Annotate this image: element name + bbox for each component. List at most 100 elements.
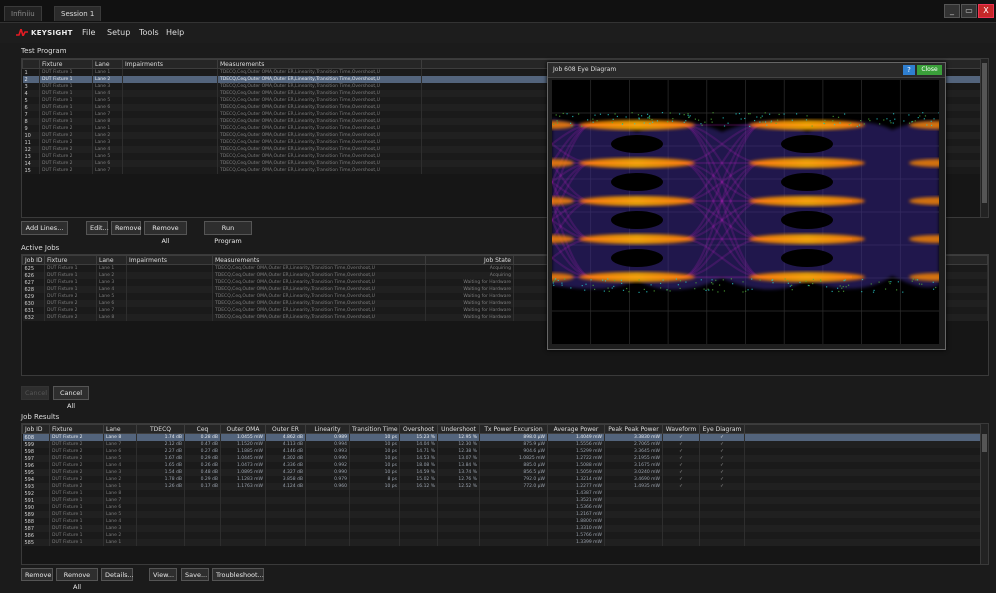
cell-value[interactable]: ✓	[662, 469, 700, 476]
troubleshoot-button[interactable]: Troubleshoot...	[212, 568, 264, 581]
col-undershoot[interactable]: Undershoot	[437, 424, 480, 434]
cell-value[interactable]	[699, 532, 745, 539]
table-row[interactable]: 599 DUT Fixture 2 Lane 7 2.12 dB 0.47 dB 1.15…	[22, 441, 988, 448]
cell-value[interactable]	[662, 490, 700, 497]
remove-all-lines-button[interactable]: Remove All	[144, 221, 187, 245]
col-impairments[interactable]: Impairments	[126, 255, 213, 265]
col-job-id[interactable]: Job ID	[22, 255, 45, 265]
col-fixture[interactable]: Fixture	[39, 59, 93, 69]
menu-tools[interactable]: Tools	[139, 28, 159, 37]
col-lane[interactable]: Lane	[96, 255, 127, 265]
scroll-thumb[interactable]	[982, 434, 987, 452]
table-row[interactable]: 595 DUT Fixture 2 Lane 3 1.54 dB 0.48 dB 1.08…	[22, 469, 988, 476]
menu-file[interactable]: File	[82, 28, 96, 37]
close-icon[interactable]: X	[978, 4, 994, 18]
cell-value[interactable]	[662, 532, 700, 539]
col-peak-peak-power[interactable]: Peak Peak Power	[604, 424, 663, 434]
col-job-state[interactable]: Job State	[425, 255, 514, 265]
cancel-job-button[interactable]: Cancel	[21, 386, 49, 400]
table-row[interactable]: 588 DUT Fixture 1 Lane 4 1.8800 mW	[22, 518, 988, 525]
remove-result-button[interactable]: Remove	[21, 568, 53, 581]
eye-diagram-titlebar[interactable]: Job 608 Eye Diagram ? Close	[548, 63, 945, 78]
cell-value[interactable]: ✓	[699, 455, 745, 462]
edit-button[interactable]: Edit...	[86, 221, 109, 235]
table-row[interactable]: 587 DUT Fixture 1 Lane 3 1.3310 mW	[22, 525, 988, 532]
col-outer-er[interactable]: Outer ER	[265, 424, 306, 434]
cell-value[interactable]: ✓	[699, 441, 745, 448]
cell-value[interactable]: ✓	[699, 448, 745, 455]
cell-value[interactable]: ✓	[662, 455, 700, 462]
cell-value[interactable]	[699, 539, 745, 546]
col-tx-power-excursion[interactable]: Tx Power Excursion	[479, 424, 548, 434]
cell-value[interactable]	[699, 504, 745, 511]
col-tdecq[interactable]: TDECQ	[136, 424, 185, 434]
table-row[interactable]: 590 DUT Fixture 1 Lane 6 1.5366 mW	[22, 504, 988, 511]
cell-value[interactable]: ✓	[662, 441, 700, 448]
cell-value[interactable]	[699, 511, 745, 518]
cell-value[interactable]: ✓	[699, 476, 745, 483]
col-lane[interactable]: Lane	[92, 59, 123, 69]
test-program-scrollbar[interactable]	[980, 59, 988, 217]
cell-value[interactable]: ✓	[662, 462, 700, 469]
minimize-icon[interactable]: _	[944, 4, 960, 18]
col-measurements[interactable]: Measurements	[217, 59, 422, 69]
col-lane[interactable]: Lane	[103, 424, 137, 434]
cancel-all-button[interactable]: Cancel All	[53, 386, 89, 410]
cell-value[interactable]	[699, 518, 745, 525]
cell-value[interactable]	[662, 518, 700, 525]
table-row[interactable]: 597 DUT Fixture 2 Lane 5 1.67 dB 0.29 dB 1.04…	[22, 455, 988, 462]
col-fixture[interactable]: Fixture	[49, 424, 104, 434]
add-lines-button[interactable]: Add Lines...	[21, 221, 68, 235]
table-row[interactable]: 596 DUT Fixture 2 Lane 4 1.65 dB 0.26 dB 1.04…	[22, 462, 988, 469]
run-program-button[interactable]: Run Program	[204, 221, 252, 245]
col-average-power[interactable]: Average Power	[547, 424, 605, 434]
col-transition-time[interactable]: Transition Time	[349, 424, 400, 434]
help-icon[interactable]: ?	[903, 65, 915, 75]
close-eye-button[interactable]: Close	[917, 65, 942, 75]
remove-program-line-button[interactable]: Remove	[111, 221, 141, 235]
table-row[interactable]: 594 DUT Fixture 2 Lane 2 1.78 dB 0.29 dB 1.12…	[22, 476, 988, 483]
table-row[interactable]: 598 DUT Fixture 2 Lane 6 2.27 dB 0.27 dB 1.18…	[22, 448, 988, 455]
table-row[interactable]: 592 DUT Fixture 1 Lane 8 1.4387 mW	[22, 490, 988, 497]
col-waveform[interactable]: Waveform	[662, 424, 700, 434]
tab-infiniium[interactable]: Infiniiu	[4, 6, 42, 21]
cell-value[interactable]: ✓	[699, 433, 745, 441]
table-row[interactable]: 589 DUT Fixture 1 Lane 5 1.2167 mW	[22, 511, 988, 518]
col-index[interactable]	[22, 59, 40, 69]
details-button[interactable]: Details...	[101, 568, 134, 581]
col-job-id[interactable]: Job ID	[22, 424, 50, 434]
restore-icon[interactable]: ▭	[961, 4, 977, 18]
cell-value[interactable]	[662, 497, 700, 504]
cell-value[interactable]: ✓	[699, 483, 745, 490]
table-row[interactable]: 591 DUT Fixture 1 Lane 7 1.3521 mW	[22, 497, 988, 504]
table-row[interactable]: 586 DUT Fixture 1 Lane 2 1.5766 mW	[22, 532, 988, 539]
col-ceq[interactable]: Ceq	[184, 424, 221, 434]
cell-value[interactable]	[662, 504, 700, 511]
cell-value[interactable]: ✓	[699, 462, 745, 469]
col-eye-diagram[interactable]: Eye Diagram	[699, 424, 745, 434]
table-row[interactable]: 585 DUT Fixture 1 Lane 1 1.3399 mW	[22, 539, 988, 546]
cell-value[interactable]	[662, 511, 700, 518]
save-button[interactable]: Save...	[181, 568, 209, 581]
cell-value[interactable]: ✓	[662, 476, 700, 483]
menu-setup[interactable]: Setup	[107, 28, 131, 37]
col-overshoot[interactable]: Overshoot	[399, 424, 438, 434]
cell-value[interactable]	[662, 525, 700, 532]
job-results-scrollbar[interactable]	[980, 424, 988, 564]
menu-help[interactable]: Help	[166, 28, 185, 37]
col-measurements[interactable]: Measurements	[212, 255, 426, 265]
scroll-thumb[interactable]	[982, 63, 987, 203]
cell-value[interactable]: ✓	[662, 448, 700, 455]
col-fixture[interactable]: Fixture	[44, 255, 97, 265]
col-impairments[interactable]: Impairments	[122, 59, 218, 69]
cell-value[interactable]	[699, 525, 745, 532]
eye-diagram-window[interactable]: Job 608 Eye Diagram ? Close	[511, 62, 969, 350]
table-row[interactable]: 593 DUT Fixture 2 Lane 1 1.26 dB 0.17 dB 1.17…	[22, 483, 988, 490]
view-button[interactable]: View...	[149, 568, 177, 581]
cell-value[interactable]	[699, 497, 745, 504]
tab-session-1[interactable]: Session 1	[54, 6, 102, 21]
col-linearity[interactable]: Linearity	[305, 424, 350, 434]
remove-all-results-button[interactable]: Remove All	[56, 568, 98, 591]
col-outer-oma[interactable]: Outer OMA	[220, 424, 266, 434]
table-row[interactable]: 608 DUT Fixture 2 Lane 8 1.74 dB 0.28 dB 1.04…	[22, 433, 988, 441]
